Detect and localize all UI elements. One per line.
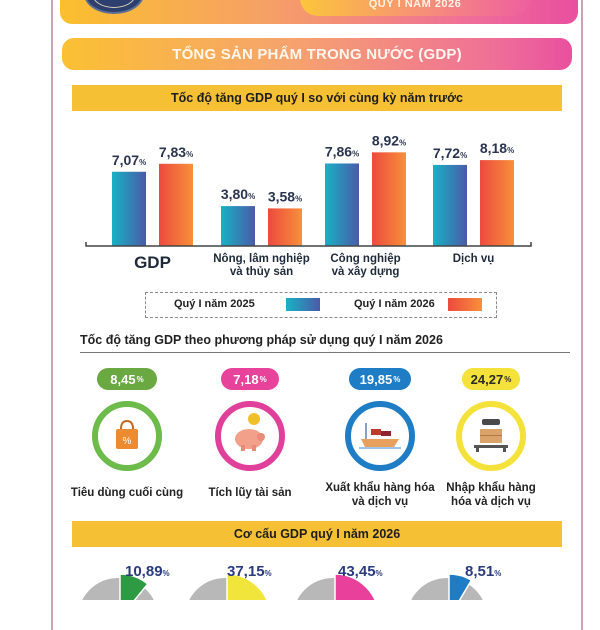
category-label: và xây dựng xyxy=(332,266,400,278)
growth-badge: 19,85% xyxy=(349,368,411,390)
bar-2025-2 xyxy=(325,163,359,246)
period-label: QUÝ I NĂM 2026 xyxy=(368,0,462,10)
growth-badge-value: 8,45 xyxy=(110,371,136,387)
percent-sign: % xyxy=(494,569,502,578)
percent-sign: % xyxy=(504,374,512,384)
bar-value-label: 7,83% xyxy=(159,144,193,160)
section-title: TỔNG SẢN PHẨM TRONG NƯỚC (GDP) xyxy=(172,45,462,63)
chart-legend: Quý I năm 2025 Quý I năm 2026 xyxy=(145,292,497,318)
bar-2026-1 xyxy=(268,208,302,246)
category-label: Công nghiệp xyxy=(330,253,400,265)
percent-sign: % xyxy=(375,569,383,578)
legend-label-2026: Quý I năm 2026 xyxy=(354,298,435,310)
pie-remainder xyxy=(82,578,154,600)
bar-value-label: 7,07% xyxy=(112,152,146,168)
growth-badge: 7,18% xyxy=(221,368,279,390)
pie-value: 43,45 xyxy=(338,563,376,580)
component-ring: % xyxy=(92,401,162,471)
component-ring xyxy=(215,401,285,471)
component-label: Nhập khẩu hàng hóa và dịch vụ xyxy=(446,482,536,508)
pie-slice xyxy=(448,573,473,600)
structure-chart-header: Cơ cấu GDP quý I năm 2026 xyxy=(72,521,562,547)
growth-badge-value: 24,27 xyxy=(470,371,504,387)
pie-value-label: 43,45% xyxy=(338,563,383,580)
percent-sign: % xyxy=(162,569,170,578)
growth-badge-value: 7,18 xyxy=(233,371,259,387)
pie-slice xyxy=(119,573,149,600)
expenditure-divider xyxy=(80,352,570,353)
legend-label-2025: Quý I năm 2025 xyxy=(174,298,255,310)
component-ring xyxy=(345,401,415,471)
bar-2025-1 xyxy=(221,206,255,246)
growth-badge: 24,27% xyxy=(462,368,520,390)
section-banner: TỔNG SẢN PHẨM TRONG NƯỚC (GDP) xyxy=(62,38,572,70)
chart-baseline xyxy=(85,242,532,247)
category-label: Dịch vụ xyxy=(453,253,495,265)
pie-value: 10,89 xyxy=(125,563,163,580)
bar-value-label: 8,18% xyxy=(480,140,514,156)
percent-sign: % xyxy=(136,374,144,384)
bar-2026-0 xyxy=(159,163,193,246)
bar-2026-2 xyxy=(372,152,406,246)
component-label: Tiêu dùng cuối cùng xyxy=(70,487,184,499)
pie-value: 8,51 xyxy=(465,563,495,580)
pie-remainder xyxy=(411,578,483,600)
expenditure-section-title: Tốc độ tăng GDP theo phương pháp sử dụng… xyxy=(80,333,443,347)
category-label: và thủy sản xyxy=(230,266,293,278)
category-label: Nông, lâm nghiệp xyxy=(213,253,309,265)
growth-badge: 8,45% xyxy=(97,368,157,390)
bar-2025-3 xyxy=(433,164,467,246)
growth-badge-value: 19,85 xyxy=(359,371,393,387)
bar-value-label: 3,58% xyxy=(268,188,302,204)
pie-value-label: 8,51% xyxy=(465,563,501,580)
percent-sign: % xyxy=(393,374,401,384)
growth-chart-title: Tốc độ tăng GDP quý I so với cùng kỳ năm… xyxy=(171,91,463,105)
bar-value-label: 7,86% xyxy=(325,143,359,159)
pie-slice xyxy=(334,573,376,600)
svg-text:%: % xyxy=(123,436,132,447)
bar-value-label: 3,80% xyxy=(221,186,255,202)
pie-value-label: 37,15% xyxy=(227,563,272,580)
growth-chart-header: Tốc độ tăng GDP quý I so với cùng kỳ năm… xyxy=(72,85,562,111)
pie-value-label: 10,89% xyxy=(125,563,170,580)
pie-value: 37,15 xyxy=(227,563,265,580)
component-label: Tích lũy tài sản xyxy=(208,487,292,499)
component-label: Xuất khẩu hàng hóa và dịch vụ xyxy=(325,482,435,508)
period-pill: QUÝ I NĂM 2026 xyxy=(300,0,530,16)
percent-sign: % xyxy=(259,374,267,384)
structure-chart-title: Cơ cấu GDP quý I năm 2026 xyxy=(233,527,401,541)
component-ring xyxy=(456,401,526,471)
bar-value-label: 8,92% xyxy=(372,132,406,148)
legend-swatch-2025 xyxy=(286,298,320,311)
growth-bar-chart: 7,07% 3,80% 7,86% 7,72% 7,83% 3,58% 8,92% 8,18%… xyxy=(82,132,532,600)
bar-2025-0 xyxy=(112,171,146,246)
bar-2026-3 xyxy=(480,160,514,246)
infographic-frame xyxy=(51,0,583,630)
pie-slice xyxy=(226,573,268,600)
category-label: GDP xyxy=(134,253,171,272)
percent-sign: % xyxy=(264,569,272,578)
legend-swatch-2026 xyxy=(448,298,482,311)
bar-value-label: 7,72% xyxy=(433,145,467,161)
